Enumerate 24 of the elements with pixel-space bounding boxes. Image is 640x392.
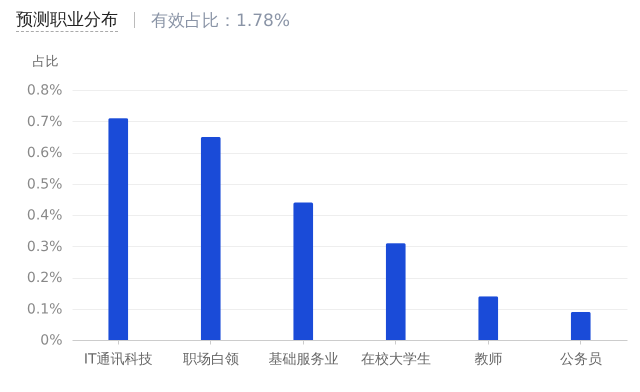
y-tick-label: 0.8%: [26, 82, 62, 98]
x-tick-label: 在校大学生: [360, 352, 431, 368]
y-axis-title: 占比: [32, 54, 58, 70]
y-tick-label: 0.4%: [26, 208, 62, 224]
bar: [478, 296, 498, 340]
y-tick-label: 0.6%: [26, 145, 62, 161]
x-tick-label: 教师: [474, 352, 502, 368]
x-tick-label: 职场白领: [182, 352, 239, 368]
y-tick-label: 0.3%: [26, 238, 62, 255]
chart-subtitle: 有效占比：1.78%: [151, 10, 290, 32]
y-tick-label: 0.1%: [26, 301, 62, 318]
y-tick-label: 0.7%: [26, 114, 62, 130]
x-tick-label: 公务员: [560, 352, 602, 368]
x-tick-label: 基础服务业: [268, 352, 338, 368]
chart-title: 预测职业分布: [16, 8, 118, 32]
bar: [570, 312, 591, 340]
y-tick-label: 0%: [40, 332, 62, 348]
bar: [386, 243, 406, 340]
x-tick-label: IT通讯科技: [84, 352, 153, 368]
bar: [293, 202, 314, 340]
bar: [108, 118, 128, 340]
y-tick-label: 0.5%: [26, 176, 62, 192]
y-tick-label: 0.2%: [26, 270, 62, 286]
bar: [200, 136, 221, 340]
